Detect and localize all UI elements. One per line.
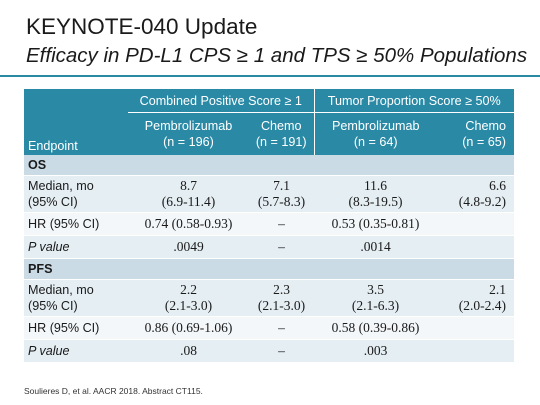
row-label: HR (95% CI)	[24, 316, 128, 340]
table-cell: 2.1 (2.0-2.4)	[437, 279, 514, 317]
table-row: HR (95% CI) 0.86 (0.69-1.06) – 0.58 (0.3…	[24, 316, 514, 340]
header-col-1: Pembrolizumab (n = 196)	[128, 112, 249, 155]
table-row: Median, mo (95% CI) 8.7 (6.9-11.4) 7.1 (5.…	[24, 175, 514, 213]
header-endpoint: Endpoint	[24, 112, 128, 155]
row-label: HR (95% CI)	[24, 212, 128, 236]
header-col-3: Pembrolizumab (n = 64)	[314, 112, 437, 155]
table-cell: –	[249, 339, 314, 363]
table-row: P value .08 – .003	[24, 339, 514, 363]
slide-title: KEYNOTE-040 Update	[26, 14, 258, 39]
header-col-3-name: Pembrolizumab	[332, 118, 420, 133]
row-label: Median, mo (95% CI)	[24, 175, 128, 213]
row-label-line1: Median, mo	[28, 282, 94, 297]
table-cell: 11.6 (8.3-19.5)	[314, 175, 437, 213]
section-row-os: OS	[24, 154, 514, 176]
section-row-pfs: PFS	[24, 258, 514, 280]
table-cell: 0.53 (0.35-0.81)	[314, 212, 437, 236]
table-cell: 0.86 (0.69-1.06)	[128, 316, 249, 340]
table-cell: 2.3 (2.1-3.0)	[249, 279, 314, 317]
efficacy-table: Combined Positive Score ≥ 1 Tumor Propor…	[24, 89, 514, 363]
header-col-1-name: Pembrolizumab	[144, 118, 233, 133]
slide-subtitle: Efficacy in PD-L1 CPS ≥ 1 and TPS ≥ 50% …	[26, 44, 528, 67]
table-row: P value .0049 – .0014	[24, 235, 514, 259]
table-row: Median, mo (95% CI) 2.2 (2.1-3.0) 2.3 (2.1…	[24, 279, 514, 317]
table-cell: 6.6 (4.8-9.2)	[437, 175, 514, 213]
row-label: P value	[24, 339, 128, 363]
header-col-4-n: (n = 65)	[462, 134, 506, 149]
table-cell: 0.58 (0.39-0.86)	[314, 316, 437, 340]
header-col-4-name: Chemo	[465, 118, 506, 133]
table-cell	[437, 212, 514, 236]
column-header-row: Endpoint Pembrolizumab (n = 196) Chemo (…	[24, 112, 514, 155]
row-label-line1: Median, mo	[28, 178, 94, 193]
table-cell: 0.74 (0.58-0.93)	[128, 212, 249, 236]
table-cell	[437, 316, 514, 340]
header-blank	[24, 89, 128, 113]
group-header-cps: Combined Positive Score ≥ 1	[128, 89, 315, 113]
row-label: Median, mo (95% CI)	[24, 279, 128, 317]
row-label-line2: (95% CI)	[28, 194, 78, 209]
table-cell: 3.5 (2.1-6.3)	[314, 279, 437, 317]
header-col-3-n: (n = 64)	[353, 134, 398, 149]
header-col-2-n: (n = 191)	[255, 134, 307, 149]
table-cell: –	[249, 235, 314, 259]
table-cell: –	[249, 212, 314, 236]
section-label: OS	[24, 154, 514, 176]
table-cell: 8.7 (6.9-11.4)	[128, 175, 249, 213]
table-cell: .003	[314, 339, 437, 363]
header-col-1-n: (n = 196)	[163, 134, 214, 149]
title-divider	[0, 75, 540, 77]
table-cell	[437, 235, 514, 259]
table-cell: 7.1 (5.7-8.3)	[249, 175, 314, 213]
row-label-line2: (95% CI)	[28, 298, 78, 313]
table-cell: 2.2 (2.1-3.0)	[128, 279, 249, 317]
header-col-2: Chemo (n = 191)	[249, 112, 315, 155]
header-col-4: Chemo (n = 65)	[437, 112, 514, 155]
table-cell: .0049	[128, 235, 249, 259]
table-cell: .08	[128, 339, 249, 363]
header-col-2-name: Chemo	[260, 118, 302, 133]
group-header-row: Combined Positive Score ≥ 1 Tumor Propor…	[24, 89, 514, 113]
table-cell: .0014	[314, 235, 437, 259]
footnote-citation: Soulieres D, et al. AACR 2018. Abstract …	[24, 386, 203, 396]
row-label: P value	[24, 235, 128, 259]
group-header-tps: Tumor Proportion Score ≥ 50%	[314, 89, 514, 113]
table-cell	[437, 339, 514, 363]
table-row: HR (95% CI) 0.74 (0.58-0.93) – 0.53 (0.3…	[24, 212, 514, 236]
table-cell: –	[249, 316, 314, 340]
section-label: PFS	[24, 258, 514, 280]
